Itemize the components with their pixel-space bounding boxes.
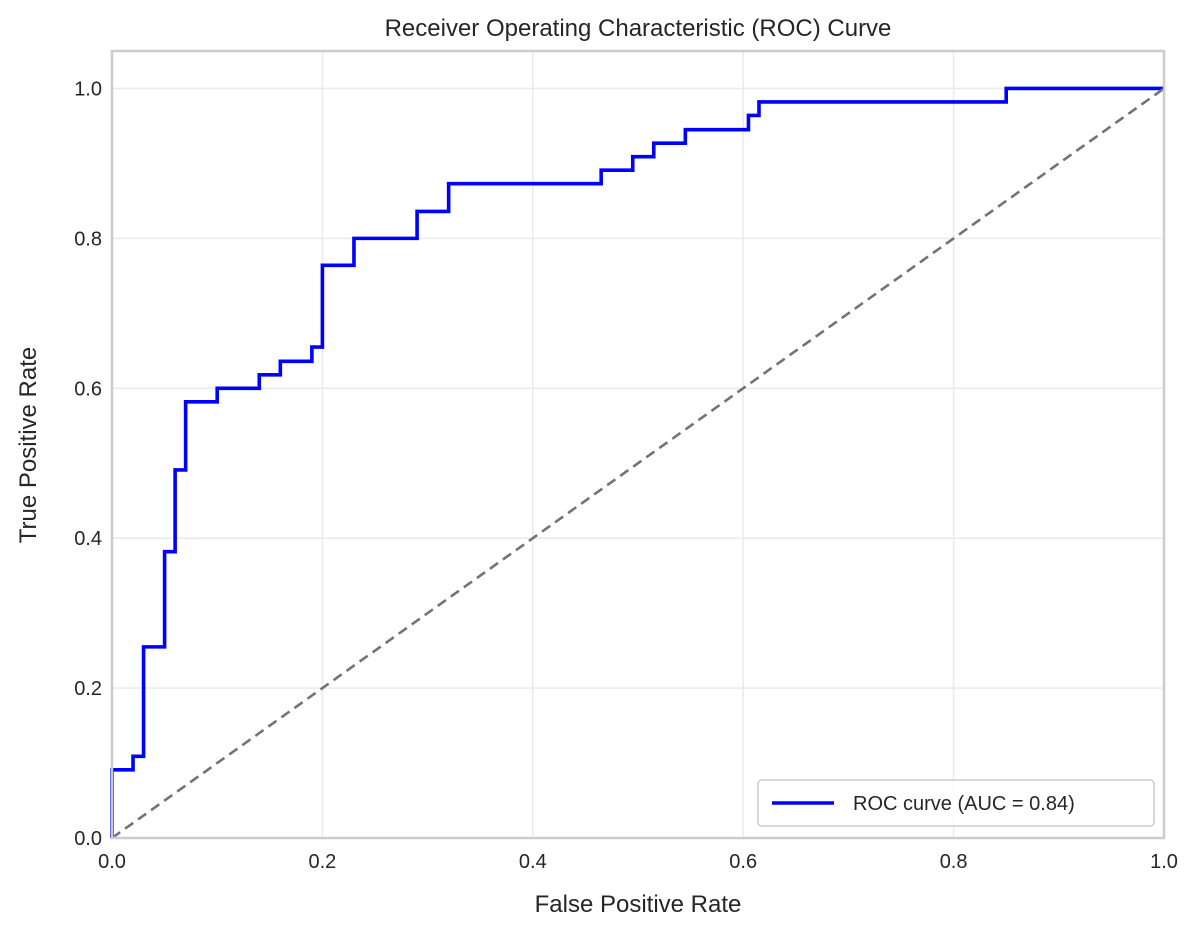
x-tick-label: 0.6 [729,851,757,873]
y-tick-label: 0.0 [74,828,102,850]
legend-entry-roc: ROC curve (AUC = 0.84) [853,793,1075,815]
chart-title: Receiver Operating Characteristic (ROC) … [385,15,892,42]
x-tick-label: 0.8 [940,851,968,873]
legend: ROC curve (AUC = 0.84) [757,779,1155,827]
y-axis-label: True Positive Rate [15,347,42,544]
y-tick-label: 0.6 [74,378,102,400]
roc-curve-line [110,86,1164,838]
series-layer [110,86,1165,840]
y-tick-label: 1.0 [74,78,102,100]
chance-diagonal-line [111,87,1165,840]
x-tick-label: 0.2 [308,851,336,873]
y-tick-label: 0.8 [74,228,102,250]
x-tick-label: 0.0 [98,851,126,873]
x-tick-label: 1.0 [1150,851,1178,873]
y-tick-label: 0.2 [74,678,102,700]
x-tick-label: 0.4 [519,851,547,873]
x-axis-ticks: 0.0 0.2 0.4 0.6 0.8 1.0 [98,851,1178,873]
y-axis-ticks: 0.0 0.2 0.4 0.6 0.8 1.0 [74,78,102,850]
x-axis-label: False Positive Rate [535,891,742,918]
y-tick-label: 0.4 [74,528,102,550]
plot-frame [110,49,1166,840]
legend-box [757,779,1155,827]
